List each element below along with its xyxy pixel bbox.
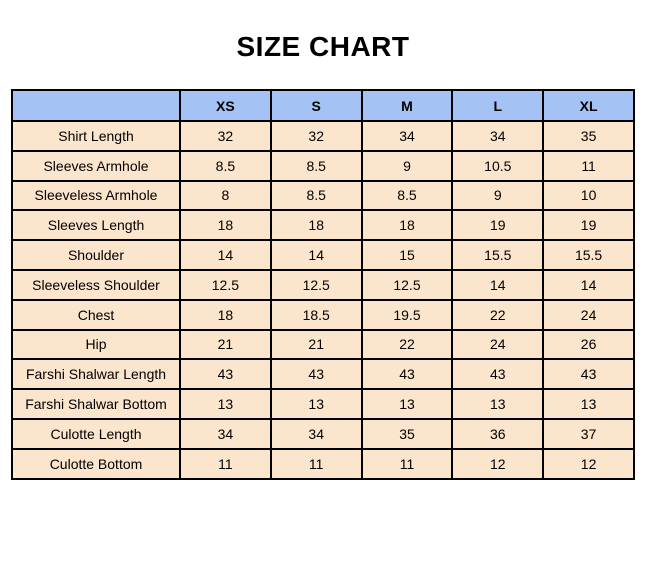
value-cell: 11 <box>179 447 272 480</box>
row-label: Farshi Shalwar Length <box>11 358 181 391</box>
value-cell: 18.5 <box>269 298 363 331</box>
value-cell: 9 <box>451 179 545 212</box>
value-cell: 43 <box>269 358 363 391</box>
value-cell: 24 <box>542 298 635 331</box>
row-label: Culotte Length <box>11 417 181 450</box>
table-row: Hip 21 21 22 24 26 <box>11 328 635 361</box>
value-cell: 8.5 <box>179 149 272 182</box>
table-row: Shirt Length 32 32 34 34 35 <box>11 120 635 152</box>
value-cell: 43 <box>179 358 272 391</box>
value-cell: 19 <box>451 209 545 242</box>
value-cell: 12 <box>542 447 635 480</box>
value-cell: 22 <box>360 328 454 361</box>
value-cell: 13 <box>360 388 454 420</box>
value-cell: 11 <box>360 447 454 480</box>
value-cell: 24 <box>451 328 545 361</box>
column-header: XL <box>542 89 635 122</box>
value-cell: 18 <box>269 209 363 242</box>
column-header: S <box>269 89 363 122</box>
value-cell: 43 <box>360 358 454 391</box>
corner-cell <box>11 89 181 122</box>
value-cell: 35 <box>360 417 454 450</box>
header-row: XS S M L XL <box>11 89 635 122</box>
value-cell: 21 <box>179 328 272 361</box>
size-chart-table: XS S M L XL Shirt Length 32 32 34 34 35 Sleeves Ar… <box>11 89 635 480</box>
value-cell: 13 <box>179 388 272 420</box>
column-header: M <box>360 89 454 122</box>
value-cell: 8 <box>179 179 272 212</box>
column-header: L <box>451 89 545 122</box>
page-title: SIZE CHART <box>236 31 410 62</box>
row-label: Shirt Length <box>11 120 181 152</box>
row-label: Farshi Shalwar Bottom <box>11 388 181 420</box>
value-cell: 34 <box>269 417 363 450</box>
row-label: Sleeveless Shoulder <box>11 268 181 301</box>
table-body: Shirt Length 32 32 34 34 35 Sleeves Armhole 8.5… <box>11 120 635 480</box>
value-cell: 26 <box>542 328 635 361</box>
row-label: Chest <box>11 298 181 331</box>
value-cell: 8.5 <box>269 179 363 212</box>
value-cell: 14 <box>179 239 272 271</box>
row-label: Culotte Bottom <box>11 447 181 480</box>
table-row: Sleeveless Armhole 8 8.5 8.5 9 10 <box>11 179 635 212</box>
row-label: Hip <box>11 328 181 361</box>
value-cell: 14 <box>542 268 635 301</box>
value-cell: 10 <box>542 179 635 212</box>
value-cell: 34 <box>451 120 545 152</box>
value-cell: 34 <box>179 417 272 450</box>
value-cell: 19.5 <box>360 298 454 331</box>
table-row: Culotte Length 34 34 35 36 37 <box>11 417 635 450</box>
value-cell: 18 <box>360 209 454 242</box>
row-label: Shoulder <box>11 239 181 271</box>
value-cell: 11 <box>269 447 363 480</box>
table-row: Sleeves Length 18 18 18 19 19 <box>11 209 635 242</box>
table-row: Sleeves Armhole 8.5 8.5 9 10.5 11 <box>11 149 635 182</box>
row-label: Sleeves Length <box>11 209 181 242</box>
value-cell: 15 <box>360 239 454 271</box>
value-cell: 9 <box>360 149 454 182</box>
value-cell: 10.5 <box>451 149 545 182</box>
value-cell: 15.5 <box>451 239 545 271</box>
row-label: Sleeves Armhole <box>11 149 181 182</box>
value-cell: 43 <box>451 358 545 391</box>
value-cell: 8.5 <box>360 179 454 212</box>
value-cell: 15.5 <box>542 239 635 271</box>
value-cell: 35 <box>542 120 635 152</box>
table-row: Chest 18 18.5 19.5 22 24 <box>11 298 635 331</box>
value-cell: 43 <box>542 358 635 391</box>
table-row: Farshi Shalwar Bottom 13 13 13 13 13 <box>11 388 635 420</box>
value-cell: 8.5 <box>269 149 363 182</box>
table-row: Sleeveless Shoulder 12.5 12.5 12.5 14 14 <box>11 268 635 301</box>
value-cell: 18 <box>179 298 272 331</box>
value-cell: 32 <box>269 120 363 152</box>
value-cell: 34 <box>360 120 454 152</box>
value-cell: 14 <box>451 268 545 301</box>
table-row: Farshi Shalwar Length 43 43 43 43 43 <box>11 358 635 391</box>
value-cell: 12.5 <box>269 268 363 301</box>
table-row: Culotte Bottom 11 11 11 12 12 <box>11 447 635 480</box>
value-cell: 19 <box>542 209 635 242</box>
value-cell: 12 <box>451 447 545 480</box>
value-cell: 14 <box>269 239 363 271</box>
value-cell: 22 <box>451 298 545 331</box>
value-cell: 32 <box>179 120 272 152</box>
row-label: Sleeveless Armhole <box>11 179 181 212</box>
value-cell: 13 <box>451 388 545 420</box>
value-cell: 11 <box>542 149 635 182</box>
value-cell: 13 <box>542 388 635 420</box>
value-cell: 13 <box>269 388 363 420</box>
value-cell: 36 <box>451 417 545 450</box>
value-cell: 12.5 <box>179 268 272 301</box>
value-cell: 12.5 <box>360 268 454 301</box>
table-row: Shoulder 14 14 15 15.5 15.5 <box>11 239 635 271</box>
value-cell: 21 <box>269 328 363 361</box>
column-header: XS <box>179 89 272 122</box>
value-cell: 37 <box>542 417 635 450</box>
value-cell: 18 <box>179 209 272 242</box>
